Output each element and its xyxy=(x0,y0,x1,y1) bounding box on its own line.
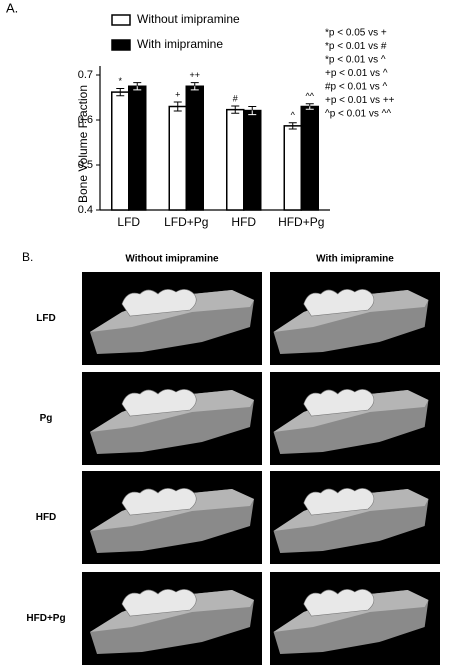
significance-marker: ^ xyxy=(291,110,296,120)
y-tick-label: 0.5 xyxy=(78,159,93,171)
error-bar-cap xyxy=(133,82,142,87)
significance-marker: # xyxy=(233,93,238,103)
x-tick-label: HFD xyxy=(231,215,256,229)
panel-label: A. xyxy=(6,0,18,15)
x-tick-label: HFD+Pg xyxy=(278,215,324,229)
y-axis-label: Bone Volume Fraction xyxy=(76,85,90,203)
x-tick-label: LFD+Pg xyxy=(164,215,208,229)
column-header: With imipramine xyxy=(316,254,394,265)
bar xyxy=(226,108,245,211)
bar xyxy=(185,85,204,211)
bar xyxy=(283,125,302,211)
error-bar xyxy=(173,101,182,112)
row-label: HFD+Pg xyxy=(26,613,65,624)
stat-note: +p < 0.01 vs ++ xyxy=(325,95,395,106)
significance-marker: ++ xyxy=(189,70,200,80)
row-label: Pg xyxy=(40,413,53,424)
significance-marker: + xyxy=(175,89,180,99)
image-grid: Without imipramine With imipramine LFD Pg HF… xyxy=(26,254,440,665)
y-tick-label: 0.6 xyxy=(78,114,93,126)
stat-note: #p < 0.01 vs ^ xyxy=(325,82,388,93)
significance-marker: * xyxy=(118,76,122,86)
bar xyxy=(168,105,187,211)
error-bar xyxy=(116,88,125,97)
panel-label: B. xyxy=(22,250,33,264)
error-bar-cap xyxy=(190,82,199,87)
y-tick-label: 0.7 xyxy=(78,69,93,81)
bar xyxy=(128,85,147,211)
stat-note: *p < 0.05 vs + xyxy=(325,28,387,39)
legend-swatch xyxy=(111,14,131,26)
x-tick-label: LFD xyxy=(117,215,140,229)
y-tick-label: 0.4 xyxy=(78,204,93,216)
stat-note: ^p < 0.01 vs ^^ xyxy=(325,109,391,120)
error-bar xyxy=(231,105,240,114)
row-label: HFD xyxy=(36,512,57,523)
error-bar-cap xyxy=(248,106,257,111)
bar xyxy=(111,91,130,211)
legend-label: Without imipramine xyxy=(137,12,240,26)
row-label: LFD xyxy=(36,313,55,324)
bar xyxy=(243,109,262,211)
stat-note: +p < 0.01 vs ^ xyxy=(325,68,388,79)
column-header: Without imipramine xyxy=(125,254,219,265)
bar xyxy=(300,105,319,211)
significance-marker: ^^ xyxy=(306,91,315,101)
error-bar-cap xyxy=(305,103,314,107)
legend-label: With imipramine xyxy=(137,37,223,51)
stat-note: *p < 0.01 vs # xyxy=(325,41,387,52)
bar-chart: 0.40.50.60.7LFD*LFD+Pg+++HFD#HFD+Pg^^^Wi… xyxy=(78,12,395,229)
stat-note: *p < 0.01 vs ^ xyxy=(325,55,386,66)
legend-swatch xyxy=(111,39,131,51)
error-bar xyxy=(288,122,297,130)
